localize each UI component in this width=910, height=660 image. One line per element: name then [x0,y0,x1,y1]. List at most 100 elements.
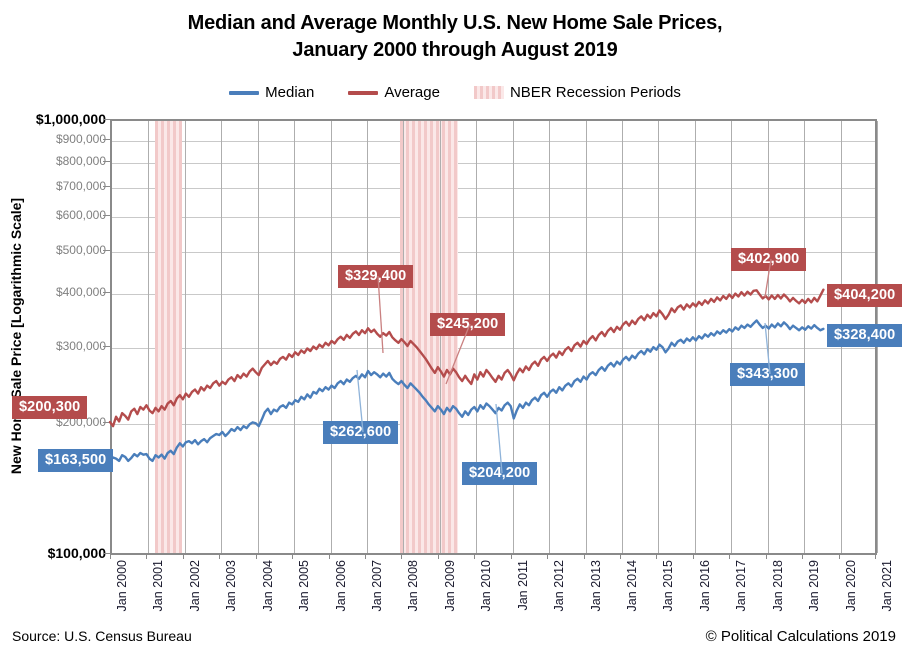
chart-title: Median and Average Monthly U.S. New Home… [0,10,910,64]
gridline-vertical [694,121,696,553]
gridline-vertical [549,121,551,553]
data-callout-label: $163,500 [38,449,114,473]
chart-legend: Median Average NBER Recession Periods [0,84,910,101]
x-axis-tick-mark [875,553,876,559]
gridline-horizontal [112,188,875,190]
y-axis-tick-label: $1,000,000 [35,111,106,127]
x-axis-tick-mark [328,553,330,559]
x-axis-tick-mark [656,553,658,559]
recession-band [400,121,459,553]
y-axis-tick-mark [103,138,110,140]
source-note: Source: U.S. Census Bureau [12,628,192,644]
annotation-leader-line [764,322,771,375]
data-callout-label: $262,600 [323,421,399,445]
gridline-vertical [221,121,223,553]
gridline-horizontal [112,424,875,426]
gridline-vertical [622,121,623,553]
gridline-vertical [804,121,806,553]
legend-label: Median [265,84,315,101]
x-axis-tick-mark [219,553,221,559]
data-callout-label: $245,200 [430,313,506,337]
legend-item-median: Median [229,84,314,101]
y-axis-tick-label: $900,000 [55,131,106,146]
gridline-vertical [330,121,332,553]
data-callout-label: $404,200 [827,284,903,308]
legend-item-nber-recession-periods: NBER Recession Periods [473,84,681,101]
gridline-vertical [403,121,405,553]
x-axis-line [110,553,877,555]
series-line-average [108,288,825,428]
gridline-horizontal [112,140,875,142]
y-axis-tick-label: $700,000 [55,179,106,194]
y-axis-tick-label: $400,000 [55,284,106,299]
y-axis-tick-mark [103,215,110,217]
y-axis-tick-mark [103,249,110,251]
x-axis-tick-mark [401,553,403,559]
plot-area [110,119,878,553]
series-line-median [108,319,825,463]
y-axis-tick-label: $600,000 [55,208,106,223]
x-axis-tick-mark [182,553,184,559]
gridline-vertical [767,121,769,553]
annotation-leader-line [356,369,364,433]
x-axis-tick-mark [110,553,111,559]
x-axis-tick-mark [765,553,767,559]
y-axis-tick-mark [103,345,110,347]
gridline-vertical [148,121,150,553]
gridline-horizontal [112,217,875,219]
data-callout-label: $200,300 [12,396,88,420]
legend-swatch-icon [473,86,504,99]
gridline-vertical [512,121,514,553]
x-axis-tick-mark [620,553,621,559]
gridline-vertical [658,121,660,553]
x-axis-tick-mark [146,553,148,559]
data-callout-label: $329,400 [338,265,414,289]
y-axis-tick-label: $100,000 [47,545,106,561]
x-axis-tick-mark [583,553,585,559]
gridline-vertical [184,121,186,553]
gridline-vertical [476,121,478,553]
gridline-vertical [257,121,259,553]
x-axis-tick-mark [255,553,257,559]
y-axis-tick-label: $800,000 [55,154,106,169]
x-axis-tick-mark [692,553,694,559]
data-callout-label: $343,300 [730,363,806,387]
y-axis-tick-mark [103,119,110,120]
legend-label: Average [384,84,440,101]
x-axis-tick-mark [729,553,731,559]
chart-title-line-1: Median and Average Monthly U.S. New Home… [187,12,723,34]
gridline-horizontal [112,163,875,165]
y-axis-tick-mark [103,186,110,188]
x-axis-tick-mark [510,553,512,559]
y-axis-tick-mark [103,422,110,424]
y-axis-tick-mark [103,553,110,554]
legend-label: NBER Recession Periods [509,84,681,101]
x-axis-tick-mark [437,553,439,559]
gridline-vertical [439,121,441,553]
data-callout-label: $204,200 [462,462,538,486]
x-axis-tick-mark [802,553,804,559]
annotation-leader-line [377,275,384,354]
legend-swatch-icon [229,90,260,95]
x-axis-tick-mark [838,553,840,559]
gridline-horizontal [112,347,875,349]
x-axis-tick-mark [365,553,366,559]
gridline-vertical [367,121,368,553]
data-callout-label: $328,400 [827,324,903,348]
gridline-vertical [731,121,733,553]
gridline-horizontal [112,293,875,295]
x-axis-tick-mark [474,553,476,559]
chart-title-line-2: January 2000 through August 2019 [292,39,618,61]
annotation-leader-line [764,258,772,298]
legend-item-average: Average [348,84,440,101]
legend-swatch-icon [348,90,379,95]
x-axis-tick-mark [292,553,294,559]
annotation-leader-line [495,403,503,474]
recession-band [154,121,182,553]
y-axis-tick-mark [103,161,110,163]
annotation-leader-line [445,323,471,385]
gridline-vertical [585,121,587,553]
y-axis-tick-mark [103,291,110,293]
data-callout-label: $402,900 [731,248,807,272]
